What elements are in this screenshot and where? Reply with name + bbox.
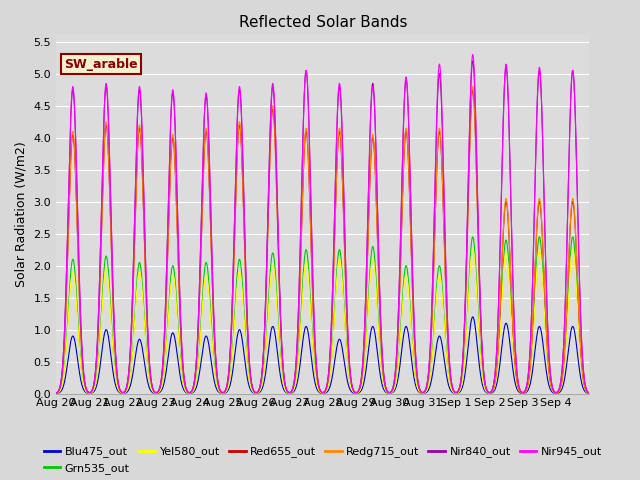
Yel580_out xyxy=(586,390,593,396)
Nir840_out xyxy=(161,307,169,313)
Nir945_out xyxy=(469,52,477,58)
Nir840_out xyxy=(438,112,445,118)
Grn535_out xyxy=(161,355,169,361)
Blu475_out xyxy=(438,341,445,347)
Yel580_out xyxy=(438,288,445,293)
Blu475_out xyxy=(391,387,399,393)
Nir945_out xyxy=(391,373,399,379)
Nir945_out xyxy=(161,306,169,312)
Grn535_out xyxy=(52,391,60,396)
Yel580_out xyxy=(391,384,399,390)
Legend: Blu475_out, Grn535_out, Yel580_out, Red655_out, Redg715_out, Nir840_out, Nir945_: Blu475_out, Grn535_out, Yel580_out, Red6… xyxy=(39,442,606,479)
Blu475_out xyxy=(586,391,593,396)
Line: Yel580_out: Yel580_out xyxy=(56,250,589,394)
Y-axis label: Solar Radiation (W/m2): Solar Radiation (W/m2) xyxy=(15,142,28,288)
Redg715_out xyxy=(52,390,60,396)
Grn535_out xyxy=(569,234,577,240)
Nir945_out xyxy=(504,89,512,95)
Blu475_out xyxy=(469,314,477,320)
Title: Reflected Solar Bands: Reflected Solar Bands xyxy=(239,15,407,30)
Redg715_out xyxy=(504,212,512,218)
Nir945_out xyxy=(52,390,60,396)
Red655_out xyxy=(469,87,477,93)
Nir840_out xyxy=(586,390,593,396)
Line: Redg715_out: Redg715_out xyxy=(56,86,589,393)
Line: Red655_out: Red655_out xyxy=(56,90,589,393)
Yel580_out xyxy=(569,247,577,252)
Red655_out xyxy=(580,378,588,384)
Blu475_out xyxy=(161,374,169,380)
Nir945_out xyxy=(472,127,480,132)
Redg715_out xyxy=(472,152,480,157)
Yel580_out xyxy=(52,391,60,396)
Redg715_out xyxy=(438,159,445,165)
Grn535_out xyxy=(580,380,588,386)
Nir840_out xyxy=(472,132,480,137)
Nir945_out xyxy=(586,390,593,396)
Nir840_out xyxy=(504,92,512,98)
Blu475_out xyxy=(504,326,512,332)
Yel580_out xyxy=(161,358,169,363)
Nir840_out xyxy=(580,369,588,374)
Line: Grn535_out: Grn535_out xyxy=(56,237,589,394)
Nir840_out xyxy=(52,390,60,396)
Line: Blu475_out: Blu475_out xyxy=(56,317,589,394)
Nir945_out xyxy=(438,104,445,109)
Redg715_out xyxy=(469,84,477,89)
Redg715_out xyxy=(586,390,593,396)
Yel580_out xyxy=(472,276,480,282)
Nir945_out xyxy=(580,369,588,374)
Redg715_out xyxy=(391,376,399,382)
Red655_out xyxy=(504,215,512,221)
Red655_out xyxy=(586,390,593,396)
Red655_out xyxy=(161,320,169,325)
Red655_out xyxy=(472,154,480,160)
Blu475_out xyxy=(580,386,588,392)
Text: SW_arable: SW_arable xyxy=(64,58,138,71)
Blu475_out xyxy=(52,391,60,396)
Grn535_out xyxy=(504,248,512,254)
Yel580_out xyxy=(580,381,588,387)
Redg715_out xyxy=(161,319,169,324)
Grn535_out xyxy=(438,279,445,285)
Grn535_out xyxy=(586,390,593,396)
Nir840_out xyxy=(391,373,399,379)
Grn535_out xyxy=(472,265,480,271)
Line: Nir945_out: Nir945_out xyxy=(56,55,589,393)
Grn535_out xyxy=(391,384,399,389)
Line: Nir840_out: Nir840_out xyxy=(56,61,589,393)
Nir840_out xyxy=(469,58,477,64)
Red655_out xyxy=(438,162,445,168)
Red655_out xyxy=(52,390,60,396)
Redg715_out xyxy=(580,378,588,384)
Blu475_out xyxy=(472,331,480,336)
Yel580_out xyxy=(504,260,512,266)
Red655_out xyxy=(391,376,399,382)
